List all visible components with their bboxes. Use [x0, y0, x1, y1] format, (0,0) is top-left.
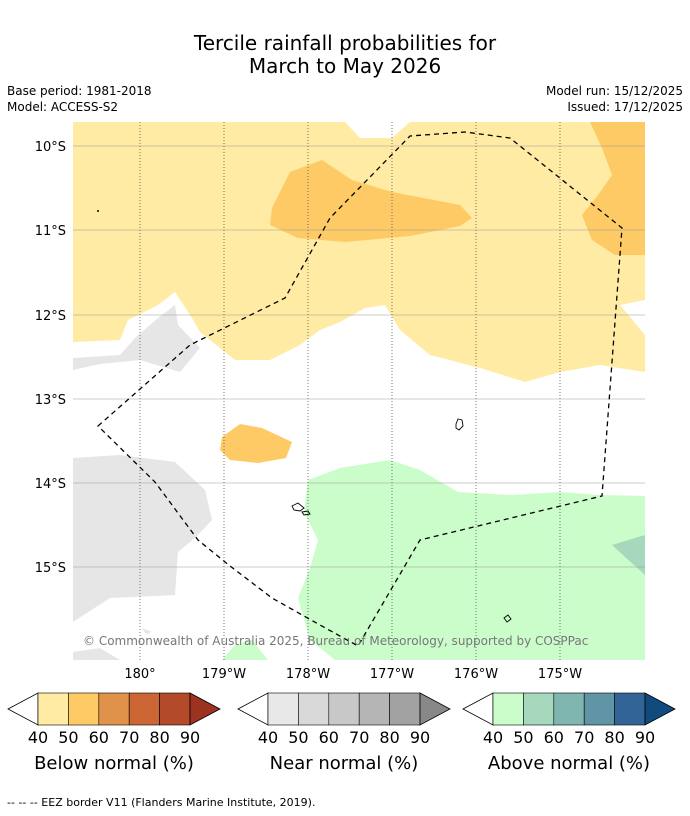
- eez-border: [97, 131, 623, 647]
- colorbar-below-arrow-low: [7, 692, 39, 726]
- colorbar-above-tick: 70: [574, 728, 594, 747]
- model-run: Model run: 15/12/2025: [545, 84, 683, 98]
- forecast-map: © Commonwealth of Australia 2025, Bureau…: [7, 122, 676, 747]
- base-period: Base period: 1981-2018: [7, 84, 152, 98]
- above-normal-60-region: [612, 535, 645, 575]
- lat-label: 12°S: [35, 309, 66, 324]
- colorbar-near-tick: 50: [288, 728, 308, 747]
- lon-label: 177°W: [370, 667, 414, 682]
- island-a: [455, 418, 464, 431]
- colorbar-above-tick: 50: [513, 728, 533, 747]
- lon-label: 179°W: [202, 667, 246, 682]
- colorbar-below-tick: 60: [89, 728, 109, 747]
- lon-label: 176°W: [454, 667, 498, 682]
- below-normal-60-region-c: [220, 424, 292, 463]
- colorbar-near-tick: 90: [410, 728, 430, 747]
- colorbar-below-tick: 40: [28, 728, 48, 747]
- latitude-gridlines: [73, 145, 645, 568]
- colorbar-below-cell: [68, 692, 100, 726]
- lat-label: 13°S: [35, 393, 66, 408]
- colorbar-group: 40 50 60 70 80 90 40 50 60 70 80 90 40 50 60 70 80 90: [7, 692, 676, 747]
- island-d: [503, 614, 512, 623]
- below-normal-60-region-a: [270, 160, 472, 242]
- lat-label: 14°S: [35, 477, 66, 492]
- island-c: [301, 510, 311, 516]
- near-normal-region-a: [73, 305, 200, 372]
- colorbar-near-cell: [267, 692, 299, 726]
- colorbar-above-tick: 90: [635, 728, 655, 747]
- colorbar-below-cell: [128, 692, 160, 726]
- colorbar-below-arrow-high: [189, 692, 221, 726]
- lon-label: 180°: [124, 667, 155, 682]
- near-normal-region-b: [73, 455, 212, 622]
- above-normal-50-region: [298, 460, 645, 660]
- colorbar-near-cell: [328, 692, 360, 726]
- lat-label: 10°S: [35, 140, 66, 155]
- colorbar-above-arrow-low: [462, 692, 494, 726]
- lon-label: 175°W: [538, 667, 582, 682]
- colorbar-above-tick: 40: [483, 728, 503, 747]
- colorbar-above-cell: [523, 692, 555, 726]
- colorbar-near-label: Near normal (%): [269, 753, 419, 774]
- colorbar-below-tick: 70: [119, 728, 139, 747]
- colorbar-near-cell: [358, 692, 390, 726]
- island-b: [291, 502, 305, 512]
- eez-legend-text: -- -- -- EEZ border V11 (Flanders Marine…: [7, 796, 316, 809]
- colorbar-above-cell: [583, 692, 615, 726]
- colorbar-above-arrow-high: [644, 692, 676, 726]
- colorbar-below-cell: [37, 692, 69, 726]
- lat-label: 11°S: [35, 224, 66, 239]
- colorbar-below-label: Below normal (%): [34, 753, 194, 774]
- colorbar-below-cell: [159, 692, 191, 726]
- colorbar-near-cell: [298, 692, 330, 726]
- issued-date: Issued: 17/12/2025: [567, 100, 683, 114]
- below-normal-50-region: [73, 122, 645, 382]
- colorbar-above-label: Above normal (%): [487, 753, 651, 774]
- colorbar-near-arrow-low: [237, 692, 269, 726]
- colorbar-above-cell: [492, 692, 524, 726]
- colorbar-near-arrow-high: [419, 692, 451, 726]
- colorbar-below-cell: [98, 692, 130, 726]
- below-normal-60-region-b: [582, 122, 645, 255]
- lon-label: 178°W: [286, 667, 330, 682]
- above-normal-50-region-small: [222, 640, 268, 660]
- colorbar-near-tick: 80: [379, 728, 399, 747]
- colorbar-below-tick: 50: [58, 728, 78, 747]
- island-e: [97, 210, 99, 212]
- colorbar-below-tick: 80: [149, 728, 169, 747]
- lat-label: 15°S: [35, 561, 66, 576]
- colorbar-above-tick: 60: [544, 728, 564, 747]
- colorbar-near-tick: 70: [349, 728, 369, 747]
- colorbar-above-cell: [614, 692, 646, 726]
- colorbar-near-tick: 60: [319, 728, 339, 747]
- colorbar-near-tick: 40: [258, 728, 278, 747]
- near-normal-region-c: [73, 648, 120, 660]
- near-normal-region-d: [142, 628, 152, 634]
- colorbar-above-cell: [553, 692, 585, 726]
- copyright-notice: © Commonwealth of Australia 2025, Bureau…: [83, 634, 588, 648]
- colorbar-above-tick: 80: [604, 728, 624, 747]
- colorbar-near-cell: [389, 692, 421, 726]
- model-name: Model: ACCESS-S2: [7, 100, 119, 114]
- colorbar-below-tick: 90: [180, 728, 200, 747]
- map-title-line2: March to May 2026: [248, 54, 442, 78]
- map-title-line1: Tercile rainfall probabilities for: [193, 31, 497, 55]
